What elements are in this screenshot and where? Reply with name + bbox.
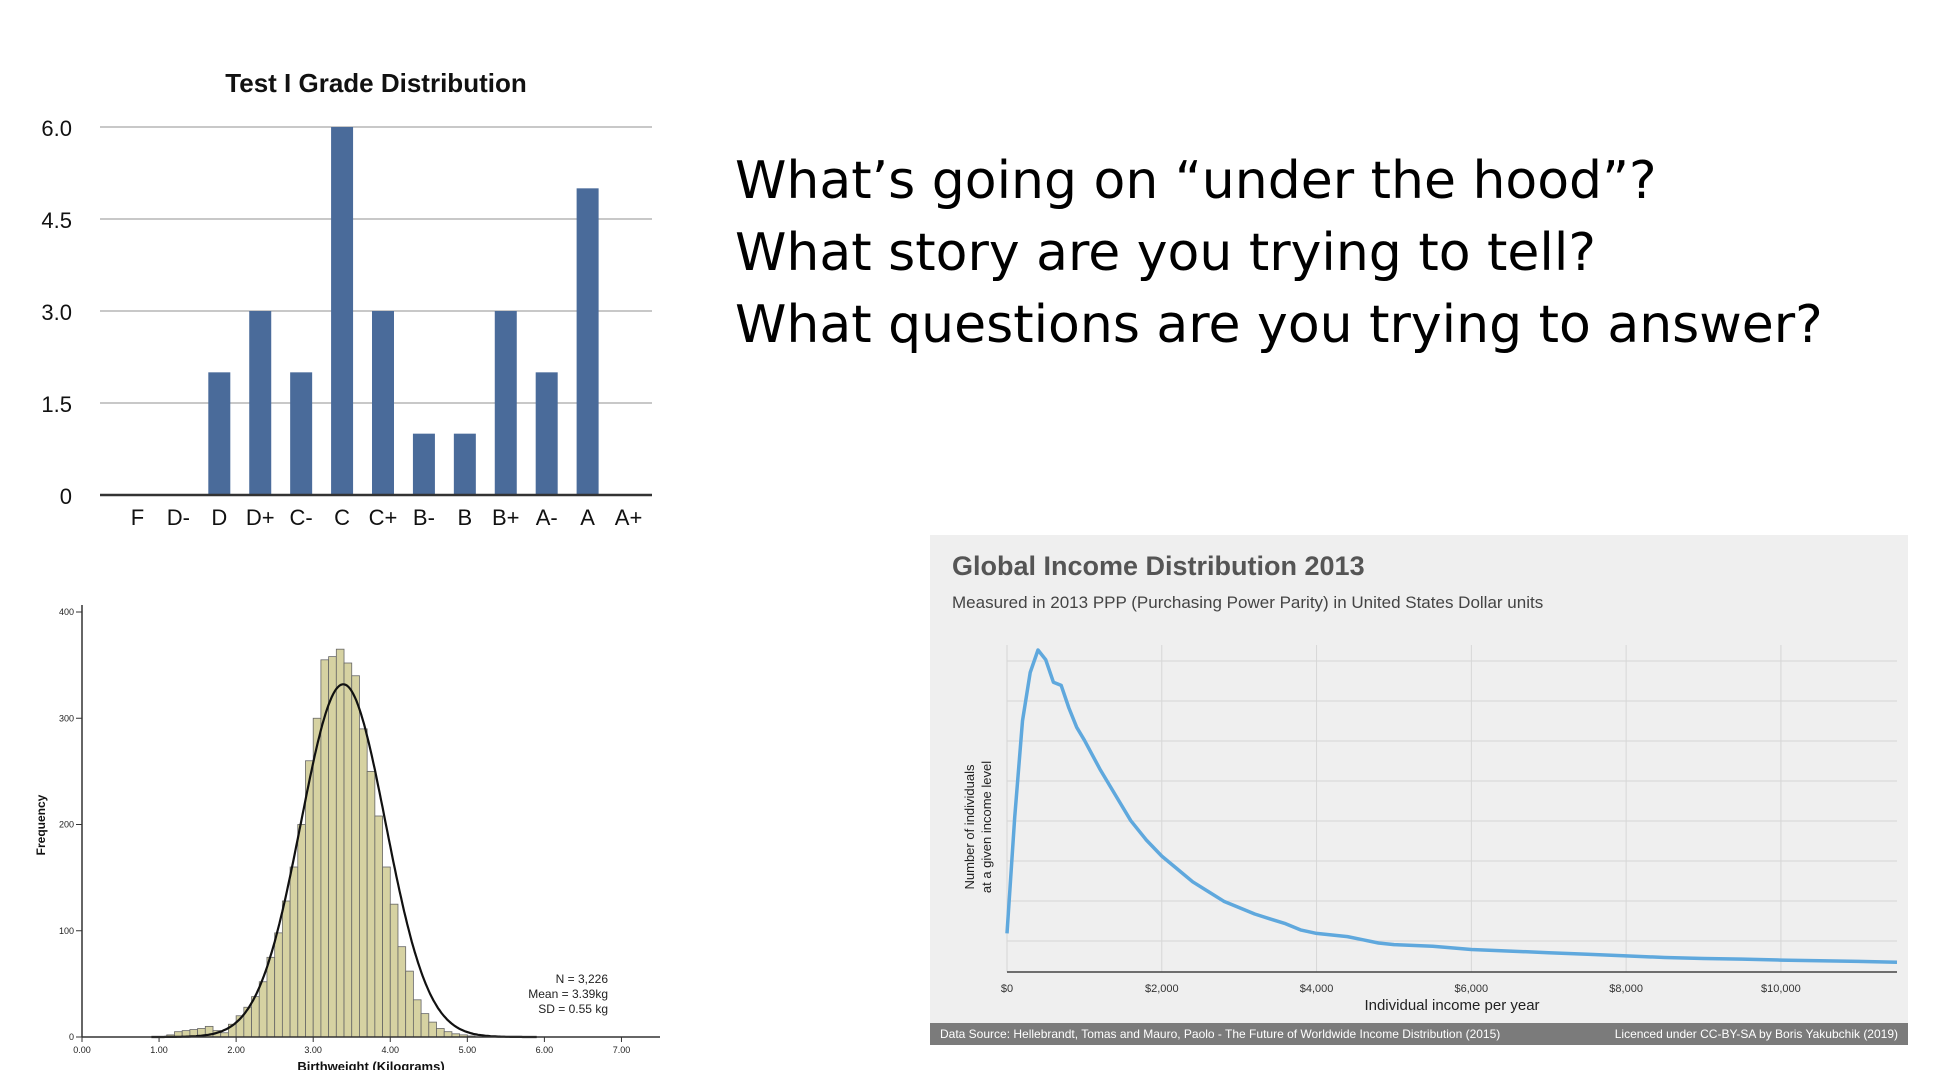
x-tick-label: D- bbox=[167, 505, 190, 530]
y-axis-label: Frequency bbox=[34, 794, 48, 855]
x-tick-label: 4.00 bbox=[382, 1045, 400, 1055]
y-tick-label: 1.5 bbox=[41, 392, 72, 417]
data-source-note: Data Source: Hellebrandt, Tomas and Maur… bbox=[940, 1027, 1501, 1041]
x-tick-label: $10,000 bbox=[1761, 983, 1801, 995]
chart-title: Test I Grade Distribution bbox=[225, 68, 526, 98]
x-tick-label: A+ bbox=[615, 505, 643, 530]
x-tick-label: C bbox=[334, 505, 350, 530]
histogram-bar bbox=[289, 866, 299, 1038]
y-tick-label: 0 bbox=[60, 484, 72, 509]
income-chart-title: Global Income Distribution 2013 bbox=[952, 551, 1365, 581]
x-tick-label: B bbox=[458, 505, 473, 530]
bar-C bbox=[331, 127, 354, 495]
question-3: What questions are you trying to answer? bbox=[735, 295, 1823, 355]
histogram-bar bbox=[412, 999, 422, 1038]
x-tick-label: C+ bbox=[369, 505, 398, 530]
y-tick-label: 6.0 bbox=[41, 116, 72, 141]
histogram-bar bbox=[374, 815, 383, 1038]
x-tick-label: $8,000 bbox=[1609, 983, 1643, 995]
x-tick-label: 3.00 bbox=[304, 1045, 322, 1055]
x-axis-label: Individual income per year bbox=[1364, 997, 1539, 1014]
bar-C+ bbox=[372, 311, 394, 495]
stats-annotation: N = 3,226 bbox=[556, 972, 609, 986]
income-chart-subtitle: Measured in 2013 PPP (Purchasing Power P… bbox=[952, 593, 1544, 612]
histogram-bar bbox=[312, 717, 322, 1038]
y-tick-label: 3.0 bbox=[41, 300, 72, 325]
birthweight-histogram: 0 100 200 300 400 0.00 1.00 2.00 3.00 4.00 5.00 6.0… bbox=[20, 600, 670, 1074]
histogram-bar bbox=[305, 760, 314, 1038]
bar-B+ bbox=[494, 311, 517, 495]
y-axis-label-line-2: at a given income level bbox=[979, 761, 994, 893]
histogram-bar bbox=[343, 662, 353, 1038]
histogram-bar bbox=[443, 1031, 453, 1038]
x-tick-label: 7.00 bbox=[613, 1045, 631, 1055]
histogram-bar bbox=[359, 728, 368, 1038]
normal-curve bbox=[151, 683, 537, 1039]
histogram-bar bbox=[405, 970, 414, 1038]
histogram-bar bbox=[382, 866, 391, 1038]
license-note: Licenced under CC-BY-SA by Boris Yakubch… bbox=[1614, 1027, 1898, 1041]
bar-C- bbox=[290, 372, 313, 495]
histogram-bar bbox=[297, 824, 306, 1038]
histogram-bar bbox=[389, 903, 399, 1038]
x-tick-label: A- bbox=[536, 505, 558, 530]
question-2: What story are you trying to tell? bbox=[735, 223, 1596, 283]
histogram-bar bbox=[436, 1028, 445, 1038]
x-tick-label: $4,000 bbox=[1300, 983, 1334, 995]
histogram-bar bbox=[397, 946, 407, 1038]
x-tick-label: A bbox=[580, 505, 595, 530]
histogram-bar bbox=[420, 1013, 430, 1038]
histogram-bar bbox=[335, 648, 345, 1038]
x-tick-label: $6,000 bbox=[1455, 983, 1489, 995]
x-tick-label: F bbox=[131, 505, 144, 530]
histogram-bar bbox=[266, 956, 276, 1038]
grade-distribution-chart: Test I Grade Distribution 0 1.5 3.0 4.5 6.0 F D… bbox=[20, 50, 670, 550]
histogram-bar bbox=[428, 1021, 437, 1038]
y-tick-label: 200 bbox=[59, 820, 74, 830]
x-tick-label: D+ bbox=[246, 505, 275, 530]
bar-B- bbox=[412, 433, 435, 495]
x-tick-label: B- bbox=[413, 505, 435, 530]
y-axis-label-line-1: Number of individuals bbox=[962, 764, 977, 890]
x-tick-label: 1.00 bbox=[150, 1045, 168, 1055]
question-1: What’s going on “under the hood”? bbox=[735, 151, 1657, 211]
x-tick-label: C- bbox=[290, 505, 313, 530]
income-chart-footer: Data Source: Hellebrandt, Tomas and Maur… bbox=[930, 1023, 1908, 1045]
y-tick-label: 400 bbox=[59, 607, 74, 617]
bar-D bbox=[208, 372, 231, 495]
bar-B bbox=[453, 433, 476, 495]
histogram-bar bbox=[258, 981, 268, 1038]
income-line bbox=[1005, 648, 1898, 965]
x-axis-label: Birthweight (Kilograms) bbox=[297, 1059, 444, 1070]
bar-D+ bbox=[249, 311, 272, 495]
x-tick-label: 0.00 bbox=[73, 1045, 91, 1055]
histogram-bar bbox=[281, 900, 291, 1038]
x-tick-label: D bbox=[211, 505, 227, 530]
histogram-bar bbox=[274, 932, 283, 1038]
x-tick-label: B+ bbox=[492, 505, 520, 530]
y-tick-label: 0 bbox=[69, 1032, 74, 1042]
y-tick-label: 300 bbox=[59, 713, 74, 723]
y-tick-label: 4.5 bbox=[41, 208, 72, 233]
x-tick-label: 2.00 bbox=[227, 1045, 245, 1055]
slide-questions: What’s going on “under the hood”? What s… bbox=[735, 145, 1823, 361]
birthweight-chart-svg: 0 100 200 300 400 0.00 1.00 2.00 3.00 4.00 5.00 6.0… bbox=[34, 605, 660, 1074]
stats-annotation: SD = 0.55 kg bbox=[538, 1002, 608, 1016]
stats-annotation: Mean = 3.39kg bbox=[528, 987, 608, 1001]
income-chart-svg: $0 $2,000 $4,000 $6,000 $8,000 $10,000 Individ… bbox=[962, 645, 1898, 1014]
histogram-bar bbox=[366, 770, 376, 1038]
histogram-bar bbox=[328, 656, 337, 1038]
x-tick-label: 6.00 bbox=[536, 1045, 554, 1055]
x-tick-label: $0 bbox=[1001, 983, 1013, 995]
y-tick-label: 100 bbox=[59, 926, 74, 936]
income-distribution-chart: Global Income Distribution 2013 Measured… bbox=[930, 535, 1908, 1045]
x-tick-label: 5.00 bbox=[459, 1045, 477, 1055]
bar-A bbox=[576, 188, 599, 496]
x-tick-label: $2,000 bbox=[1145, 983, 1179, 995]
bar-A- bbox=[535, 372, 558, 495]
histogram-bar bbox=[351, 675, 360, 1038]
